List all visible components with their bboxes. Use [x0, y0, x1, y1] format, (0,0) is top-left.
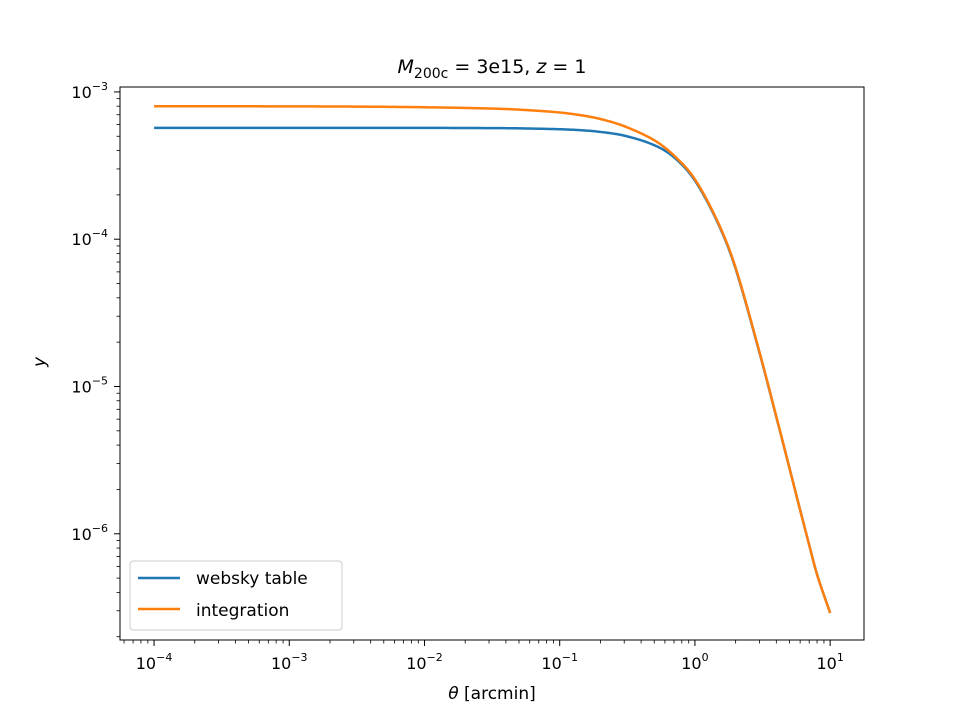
x-tick-label: 10−4 [136, 651, 173, 673]
title-z-value: = 1 [546, 56, 586, 78]
title-mass-subscript: 200c [414, 66, 448, 82]
legend-box [129, 560, 343, 631]
plot-frame [119, 86, 865, 641]
legend: websky table integration [129, 560, 343, 631]
x-tick-label: 101 [816, 651, 843, 673]
x-axis-label: θ [arcmin] [448, 684, 536, 704]
plot-area [119, 86, 865, 641]
y-tick-label: 10−3 [71, 80, 108, 102]
x-tick-label: 10−2 [406, 651, 443, 673]
x-axis-label-symbol: θ [448, 684, 459, 704]
title-mass-value: = 3e15, [448, 56, 536, 78]
y-axis: 10−6 10−5 10−4 10−3 [71, 80, 120, 638]
title-mass-symbol: M [398, 56, 414, 78]
title-z-symbol: z [535, 56, 547, 78]
y-tick-label: 10−4 [71, 227, 108, 249]
x-tick-label: 10−3 [271, 651, 308, 673]
series-line-integration [154, 104, 832, 614]
legend-label-integration: integration [196, 601, 289, 621]
y-axis-label: y [30, 356, 50, 368]
legend-label-websky-table: websky table [196, 569, 308, 589]
y-tick-label: 10−6 [71, 522, 108, 544]
x-axis-label-unit: [arcmin] [459, 684, 536, 704]
x-tick-label: 100 [681, 651, 708, 673]
x-axis: 10−4 10−3 10−2 10−1 100 101 [123, 640, 844, 673]
chart-title: M200c = 3e15, z = 1 [398, 56, 587, 82]
y-tick-label: 10−5 [71, 374, 108, 396]
series-layer [154, 104, 832, 614]
x-tick-label: 10−1 [541, 651, 578, 673]
